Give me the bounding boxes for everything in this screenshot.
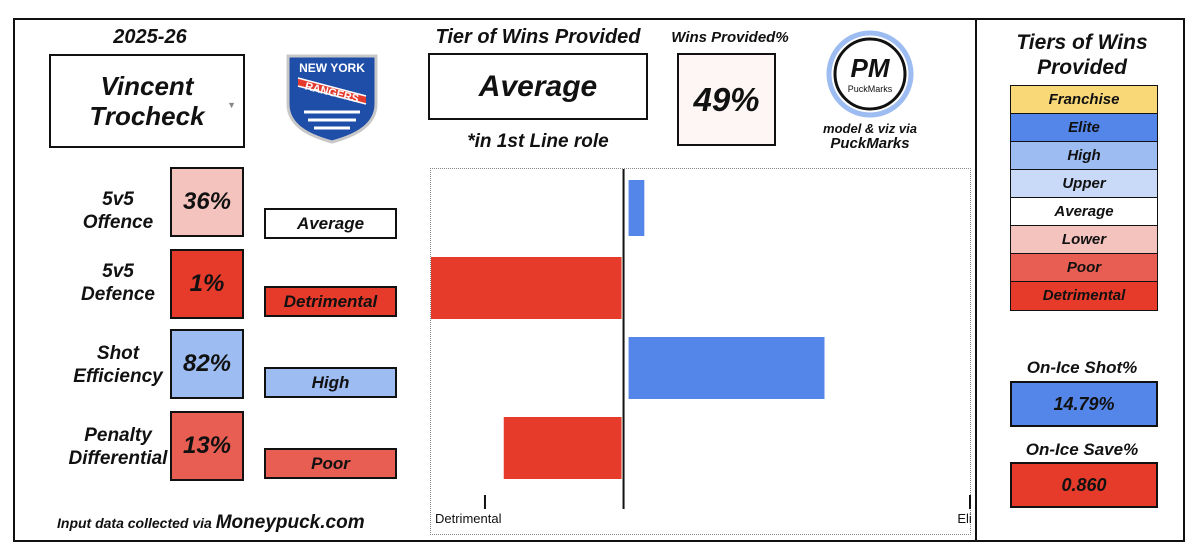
metric-label-penalty: Penalty Differential <box>68 425 168 469</box>
data-source-link[interactable]: Moneypuck.com <box>215 512 365 533</box>
dropdown-caret-icon[interactable]: ▼ <box>227 100 236 110</box>
data-source-note: Input data collected via Moneypuck.com <box>57 512 365 533</box>
offence-percentile: 36% <box>170 167 244 237</box>
credit-note: model & viz via PuckMarks <box>800 121 940 151</box>
shot-efficiency-percentile: 82% <box>170 329 244 399</box>
on-ice-save-value: 0.860 <box>1010 462 1158 508</box>
defence-tier-badge: Detrimental <box>264 286 397 317</box>
bar-5v5-defence <box>431 257 622 319</box>
x-tick-label: Elite <box>957 511 972 526</box>
on-ice-shot-title: On-Ice Shot% <box>1026 358 1138 377</box>
player-name: Vincent Trocheck <box>89 71 205 131</box>
tier-high: High <box>1010 140 1158 171</box>
on-ice-shot-value: 14.79% <box>1010 381 1158 427</box>
tier-of-wins-title: Tier of Wins Provided <box>435 26 641 48</box>
logo-line1: NEW YORK <box>299 61 365 75</box>
tier-detrimental: Detrimental <box>1010 281 1158 311</box>
bar-5v5-offence <box>628 180 645 236</box>
puckmarks-logo: PM PuckMarks <box>826 30 914 118</box>
puckmarks-logo-subtext: PuckMarks <box>848 84 893 94</box>
tier-franchise: Franchise <box>1010 84 1158 115</box>
metric-label-offence: 5v5 Offence <box>82 189 154 233</box>
offence-tier-badge: Average <box>264 208 397 239</box>
puckmarks-logo-text: PM <box>851 53 891 83</box>
credit-brand: PuckMarks <box>830 135 910 152</box>
defence-percentile: 1% <box>170 249 244 319</box>
panel-divider <box>975 18 977 542</box>
tier-of-wins-value: Average <box>428 53 648 120</box>
tier-upper: Upper <box>1010 168 1158 199</box>
role-note: *in 1st Line role <box>467 131 609 152</box>
tier-elite: Elite <box>1010 112 1158 143</box>
bar-penalty-differential <box>503 417 622 479</box>
rangers-shield-logo: NEW YORK RANGERS <box>286 54 378 144</box>
shot-efficiency-tier-badge: High <box>264 367 397 398</box>
wins-provided-title: Wins Provided% <box>671 29 789 46</box>
penalty-percentile: 13% <box>170 411 244 481</box>
dashboard-frame <box>13 18 1185 542</box>
player-selector[interactable]: Vincent Trocheck ▼ <box>49 54 245 148</box>
tier-poor: Poor <box>1010 253 1158 283</box>
tiers-legend-title: Tiers of Wins Provided <box>1016 31 1148 79</box>
x-tick-label: Detrimental <box>435 511 502 526</box>
contribution-bar-chart: Detrimental Elite <box>430 168 972 535</box>
season-label: 2025-26 <box>113 26 187 48</box>
tier-average: Average <box>1010 196 1158 227</box>
metric-label-defence: 5v5 Defence <box>81 261 155 305</box>
wins-provided-value: 49% <box>677 53 776 146</box>
tiers-legend: Franchise Elite High Upper Average Lower… <box>1010 84 1158 311</box>
on-ice-save-title: On-Ice Save% <box>1025 440 1139 459</box>
tier-lower: Lower <box>1010 224 1158 255</box>
penalty-tier-badge: Poor <box>264 448 397 479</box>
bar-shot-efficiency <box>628 337 825 399</box>
chart-canvas: Detrimental Elite <box>431 169 972 526</box>
metric-label-shot-efficiency: Shot Efficiency <box>73 343 163 387</box>
